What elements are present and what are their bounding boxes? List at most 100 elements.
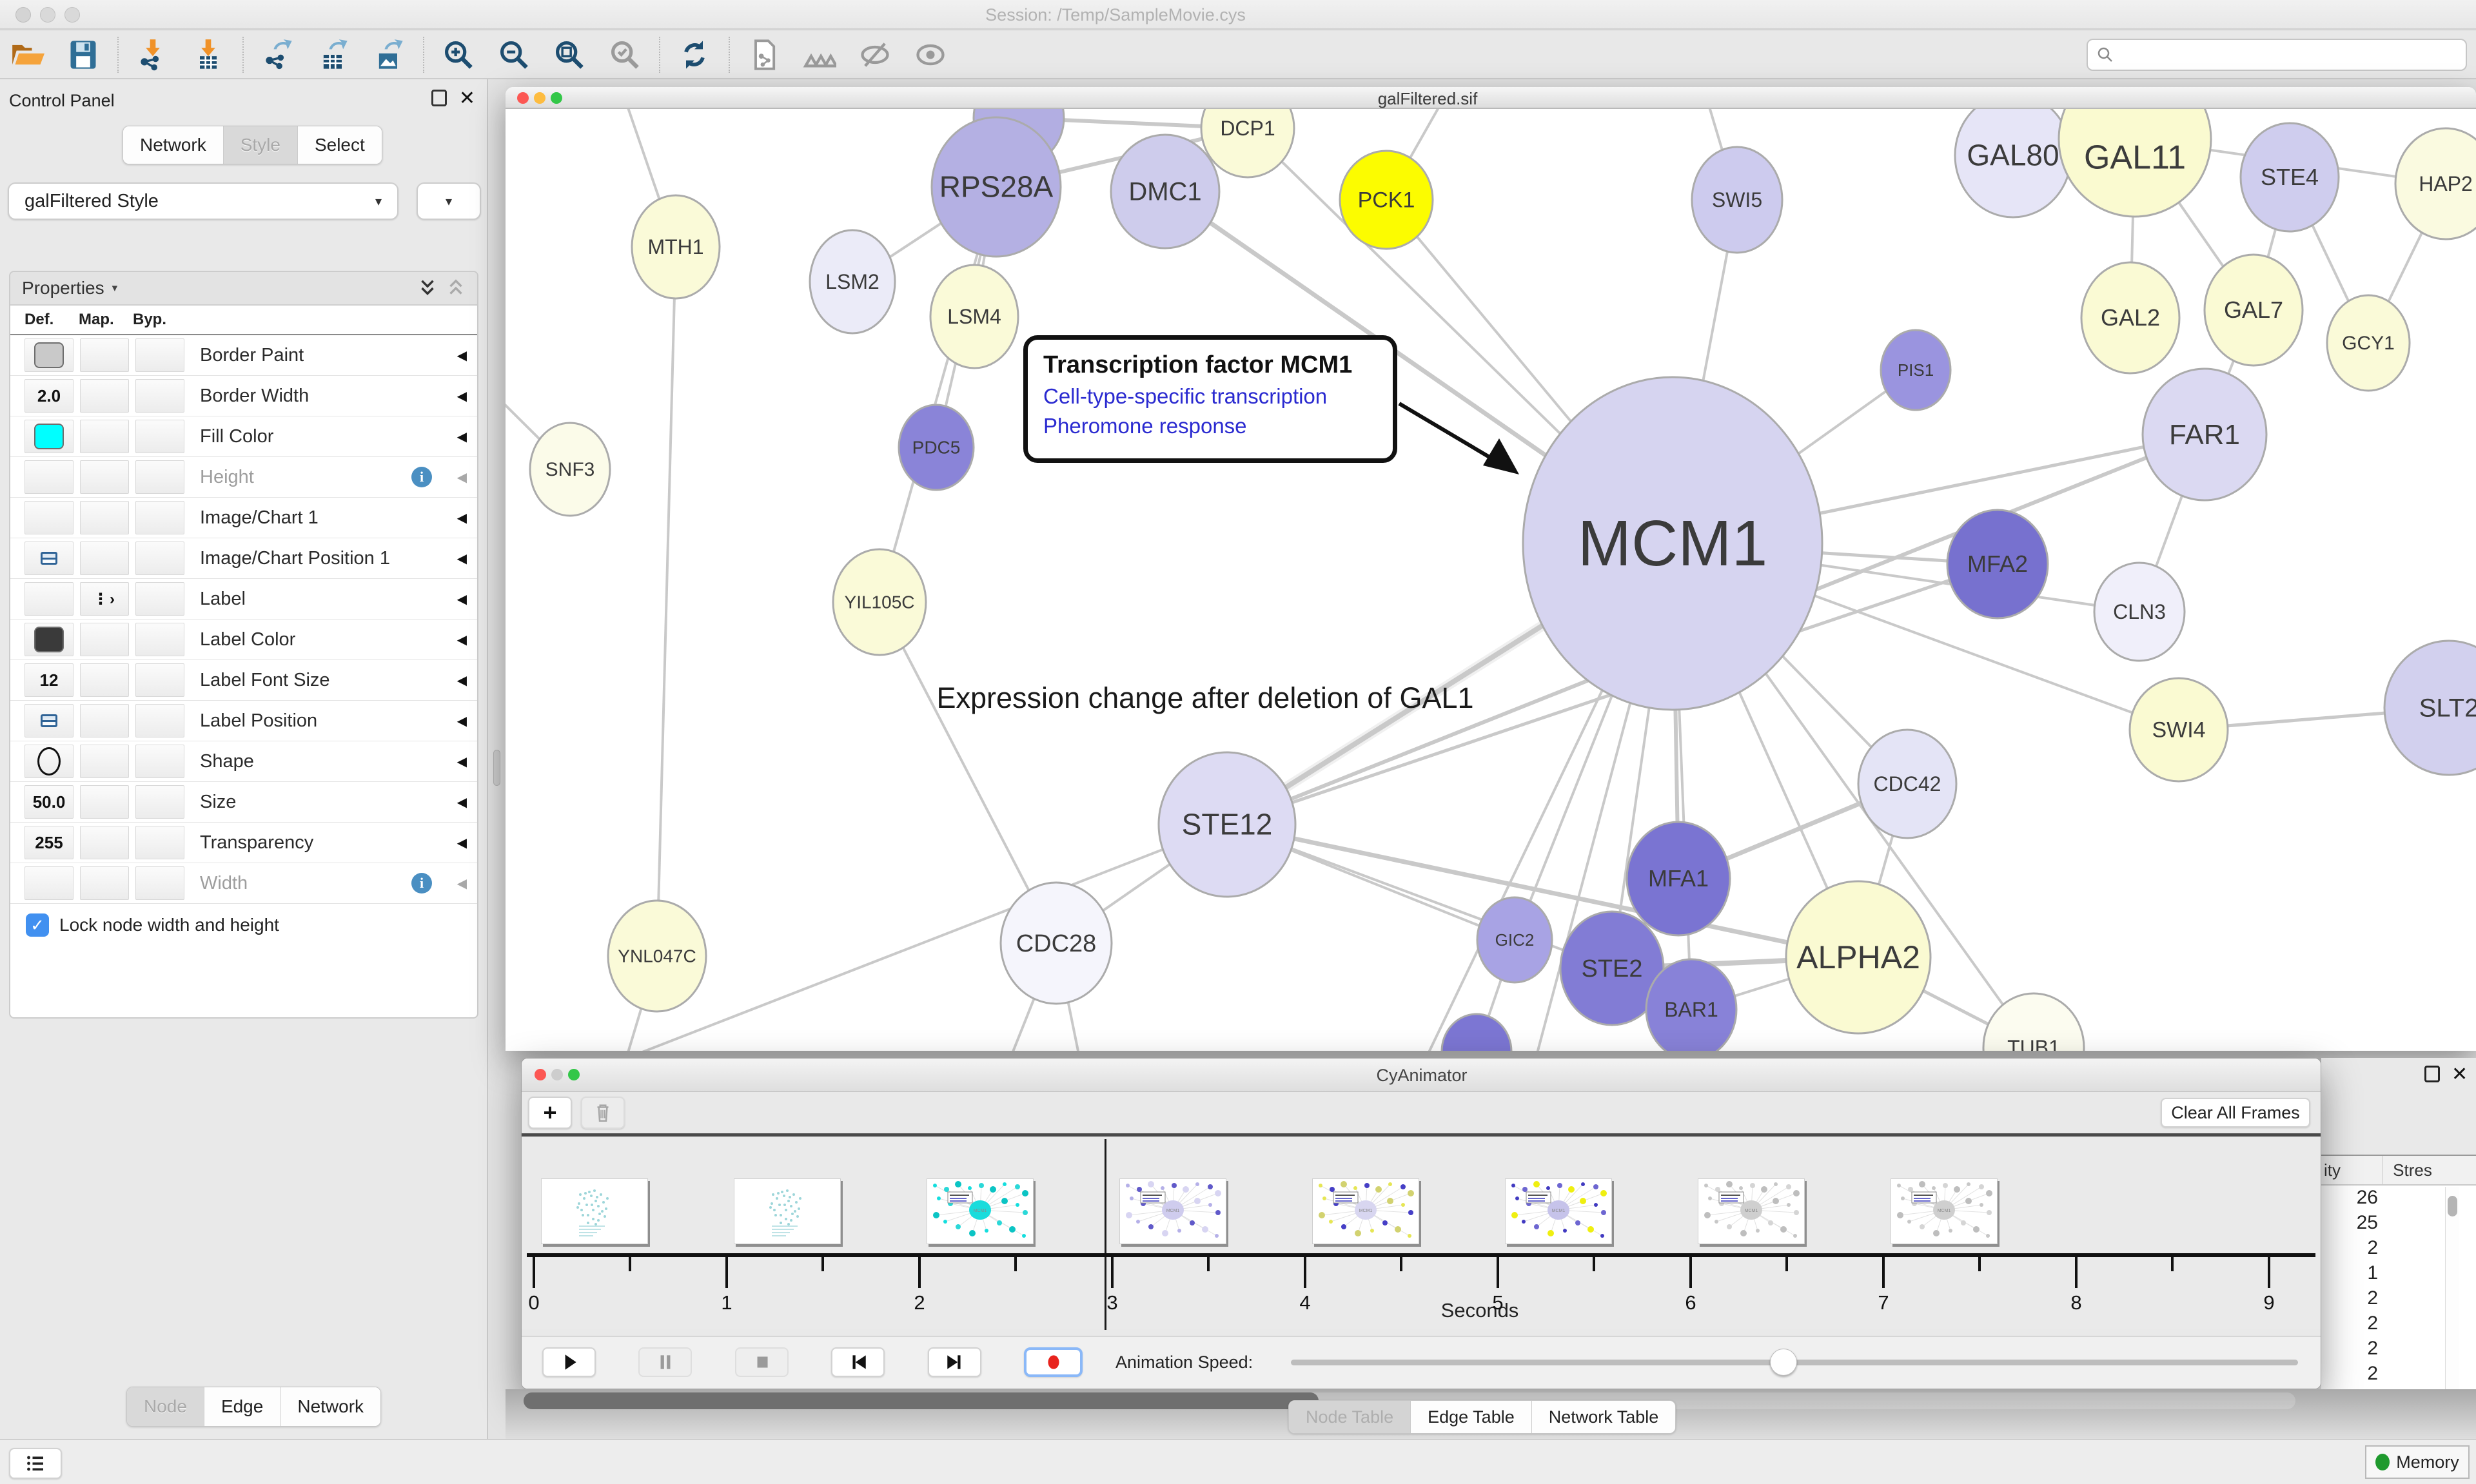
timeline-frame-4[interactable]: MCM1 bbox=[1312, 1178, 1419, 1244]
network-node-HAP2[interactable]: HAP2 bbox=[2394, 127, 2476, 240]
slider-thumb[interactable] bbox=[1769, 1349, 1797, 1376]
bypass-cell[interactable] bbox=[135, 826, 184, 859]
tab-network[interactable]: Network bbox=[123, 126, 224, 164]
expand-all-icon[interactable] bbox=[418, 277, 437, 299]
expand-row-arrow-icon[interactable]: ◀ bbox=[457, 348, 467, 363]
network-node-YIL105C[interactable]: YIL105C bbox=[832, 548, 927, 656]
tab-style[interactable]: Style bbox=[223, 126, 298, 164]
property-row-size[interactable]: 50.0 Size ◀ bbox=[10, 782, 477, 823]
panel-divider[interactable] bbox=[488, 79, 506, 1439]
refresh-icon[interactable] bbox=[676, 36, 713, 73]
expand-row-arrow-icon[interactable]: ◀ bbox=[457, 389, 467, 404]
memory-button[interactable]: Memory bbox=[2365, 1445, 2470, 1479]
stop-button[interactable] bbox=[735, 1347, 789, 1377]
style-selector[interactable]: galFiltered Style ▾ bbox=[8, 182, 398, 220]
timeline-frame-3[interactable]: MCM1 bbox=[1119, 1178, 1226, 1244]
zoom-selected-icon[interactable] bbox=[606, 36, 644, 73]
property-row-border-width[interactable]: 2.0 Border Width ◀ bbox=[10, 376, 477, 416]
network-node-LSM2[interactable]: LSM2 bbox=[809, 229, 896, 335]
minimize-window-button[interactable] bbox=[551, 1069, 563, 1080]
timeline[interactable]: Seconds MCM1 MCM1 MCM1 MCM1 MCM1 MCM1 0 1 2 3 4 5 6 7… bbox=[522, 1137, 2321, 1330]
table-vertical-scrollbar[interactable] bbox=[2445, 1187, 2459, 1432]
annotation-box[interactable]: Transcription factor MCM1 Cell-type-spec… bbox=[1023, 335, 1397, 463]
property-row-height[interactable]: Height i ◀ bbox=[10, 457, 477, 498]
import-network-icon[interactable] bbox=[134, 36, 172, 73]
default-value-cell[interactable] bbox=[25, 623, 74, 656]
network-node-SNF3[interactable]: SNF3 bbox=[529, 422, 611, 517]
default-value-cell[interactable]: 50.0 bbox=[25, 785, 74, 819]
timeline-frame-1[interactable] bbox=[734, 1178, 841, 1244]
network-node-TUB1[interactable]: TUB1 bbox=[1982, 992, 2085, 1051]
property-row-label-position[interactable]: Label Position ◀ bbox=[10, 701, 477, 741]
network-node-STE2[interactable]: STE2 bbox=[1559, 910, 1665, 1026]
annotation-link-2[interactable]: Pheromone response bbox=[1043, 414, 1247, 438]
expand-row-arrow-icon[interactable]: ◀ bbox=[457, 592, 467, 607]
bypass-cell[interactable] bbox=[135, 379, 184, 413]
network-node-SLT2[interactable]: SLT2 bbox=[2383, 639, 2476, 776]
network-node-LSM4[interactable]: LSM4 bbox=[929, 264, 1019, 369]
float-panel-icon[interactable] bbox=[2424, 1066, 2440, 1082]
close-panel-icon[interactable]: ✕ bbox=[458, 88, 475, 109]
expand-row-arrow-icon[interactable]: ◀ bbox=[457, 673, 467, 688]
close-window-button[interactable] bbox=[535, 1069, 546, 1080]
go-to-end-button[interactable] bbox=[928, 1347, 981, 1377]
network-node-SWI5[interactable]: SWI5 bbox=[1691, 146, 1783, 254]
bypass-cell[interactable] bbox=[135, 785, 184, 819]
zoom-fit-icon[interactable] bbox=[551, 36, 588, 73]
expand-row-arrow-icon[interactable]: ◀ bbox=[457, 429, 467, 444]
mapping-cell[interactable] bbox=[80, 420, 129, 453]
tab-edge-table[interactable]: Edge Table bbox=[1411, 1401, 1532, 1433]
default-value-cell[interactable]: 2.0 bbox=[25, 379, 74, 413]
property-row-shape[interactable]: Shape ◀ bbox=[10, 741, 477, 782]
search-input[interactable] bbox=[2115, 44, 2466, 65]
style-options-button[interactable]: ▾ bbox=[417, 182, 481, 220]
timeline-frame-6[interactable]: MCM1 bbox=[1698, 1178, 1805, 1244]
bypass-cell[interactable] bbox=[135, 663, 184, 697]
zoom-window-button[interactable] bbox=[551, 92, 562, 104]
add-frame-button[interactable]: + bbox=[528, 1097, 572, 1129]
hide-graphics-icon[interactable] bbox=[856, 36, 894, 73]
mapping-cell[interactable] bbox=[80, 826, 129, 859]
bypass-cell[interactable] bbox=[135, 338, 184, 372]
zoom-in-icon[interactable] bbox=[440, 36, 477, 73]
property-row-image-chart-position-1[interactable]: Image/Chart Position 1 ◀ bbox=[10, 538, 477, 579]
network-node-RPS28A[interactable]: RPS28A bbox=[930, 116, 1062, 258]
default-value-cell[interactable] bbox=[25, 338, 74, 372]
network-node-PCK1[interactable]: PCK1 bbox=[1339, 150, 1434, 250]
mapping-cell[interactable] bbox=[80, 460, 129, 494]
network-node-PDC5[interactable]: PDC5 bbox=[898, 404, 975, 491]
property-row-label-font-size[interactable]: 12 Label Font Size ◀ bbox=[10, 660, 477, 701]
network-node-FAR1[interactable]: FAR1 bbox=[2141, 367, 2268, 502]
network-node-GAL7[interactable]: GAL7 bbox=[2203, 253, 2304, 367]
network-node-GAL80[interactable]: GAL80 bbox=[1954, 109, 2072, 219]
network-node-MCM1[interactable]: MCM1 bbox=[1522, 376, 1823, 711]
bypass-cell[interactable] bbox=[135, 582, 184, 616]
mapping-cell[interactable] bbox=[80, 663, 129, 697]
default-value-cell[interactable] bbox=[25, 420, 74, 453]
network-node-PIS1[interactable]: PIS1 bbox=[1880, 329, 1952, 411]
network-node-MFA1[interactable]: MFA1 bbox=[1626, 821, 1731, 937]
tab-select[interactable]: Select bbox=[297, 126, 382, 164]
timeline-frame-7[interactable]: MCM1 bbox=[1891, 1178, 1998, 1244]
expand-row-arrow-icon[interactable]: ◀ bbox=[457, 876, 467, 891]
open-session-icon[interactable] bbox=[9, 36, 46, 73]
bypass-cell[interactable] bbox=[135, 866, 184, 900]
expand-row-arrow-icon[interactable]: ◀ bbox=[457, 511, 467, 525]
mapping-cell[interactable] bbox=[80, 542, 129, 575]
timeline-frame-5[interactable]: MCM1 bbox=[1505, 1178, 1612, 1244]
info-icon[interactable]: i bbox=[411, 873, 432, 893]
mapping-cell[interactable]: ⋮› bbox=[80, 582, 129, 616]
default-value-cell[interactable]: 12 bbox=[25, 663, 74, 697]
tab-network-table[interactable]: Network Table bbox=[1531, 1401, 1676, 1433]
bypass-cell[interactable] bbox=[135, 460, 184, 494]
export-network-icon[interactable] bbox=[259, 36, 297, 73]
default-value-cell[interactable] bbox=[25, 745, 74, 778]
scrollbar-thumb[interactable] bbox=[2448, 1196, 2457, 1216]
default-value-cell[interactable] bbox=[25, 542, 74, 575]
mapping-cell[interactable] bbox=[80, 338, 129, 372]
expand-row-arrow-icon[interactable]: ◀ bbox=[457, 470, 467, 485]
tab-node[interactable]: Node bbox=[127, 1387, 204, 1426]
bypass-cell[interactable] bbox=[135, 745, 184, 778]
network-node-GIC2[interactable]: GIC2 bbox=[1476, 896, 1553, 984]
annotation-link-1[interactable]: Cell-type-specific transcription bbox=[1043, 384, 1328, 408]
